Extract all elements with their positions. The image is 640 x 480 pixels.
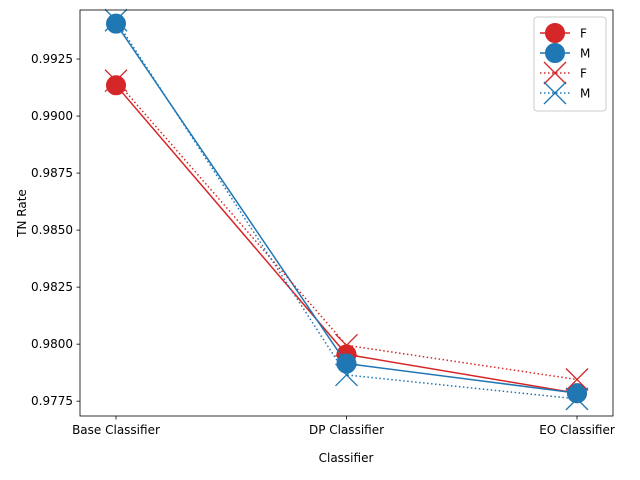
y-tick-label: 0.9850 bbox=[31, 223, 73, 237]
data-point bbox=[336, 353, 357, 374]
data-point bbox=[565, 387, 589, 411]
legend-entry: F bbox=[540, 61, 587, 85]
data-point-stroke bbox=[335, 333, 358, 357]
series-layer bbox=[104, 8, 589, 411]
y-tick-label: 0.9925 bbox=[31, 52, 73, 66]
x-axis-label: Classifier bbox=[319, 451, 374, 465]
x-tick-label: EO Classifier bbox=[539, 423, 615, 437]
data-point-stroke bbox=[335, 363, 358, 387]
legend-marker-stroke bbox=[543, 61, 567, 85]
data-point bbox=[104, 8, 128, 32]
legend-label: F bbox=[580, 27, 587, 41]
y-tick-label: 0.9775 bbox=[31, 394, 73, 408]
data-point bbox=[335, 363, 358, 387]
data-point-stroke bbox=[104, 8, 128, 32]
x-tick-label: Base Classifier bbox=[72, 423, 160, 437]
y-tick-label: 0.9875 bbox=[31, 166, 73, 180]
series-f-dotted bbox=[104, 69, 589, 391]
y-axis-label: TN Rate bbox=[15, 189, 29, 238]
data-point bbox=[106, 75, 126, 96]
legend-label: F bbox=[580, 67, 587, 81]
series-line bbox=[115, 19, 578, 400]
legend-frame bbox=[533, 16, 607, 112]
data-point-stroke bbox=[565, 368, 589, 391]
data-point bbox=[335, 333, 358, 357]
legend-label: M bbox=[580, 47, 590, 61]
data-point bbox=[104, 69, 128, 93]
series-line bbox=[115, 80, 578, 381]
x-tick-label: DP Classifier bbox=[309, 423, 384, 437]
series-m-solid bbox=[106, 13, 587, 404]
series-m-dotted bbox=[104, 8, 589, 411]
legend-label: M bbox=[580, 87, 590, 101]
data-point-stroke bbox=[565, 387, 589, 411]
legend-marker-stroke bbox=[543, 81, 567, 105]
ticks-layer: 0.9775 0.9800 0.9825 0.9850 0.9875 0.9900 0.99… bbox=[31, 52, 615, 437]
legend-marker bbox=[545, 23, 565, 43]
legend-entry: M bbox=[540, 81, 590, 105]
y-tick-label: 0.9800 bbox=[31, 337, 73, 351]
data-point-stroke bbox=[104, 69, 128, 93]
legend-entry: F bbox=[540, 23, 587, 43]
y-tick-label: 0.9825 bbox=[31, 280, 73, 294]
legend-marker bbox=[543, 81, 567, 105]
legend-marker bbox=[545, 43, 565, 63]
legend-entry: M bbox=[540, 43, 590, 63]
y-tick-label: 0.9900 bbox=[31, 109, 73, 123]
data-point bbox=[565, 368, 589, 391]
legend-marker bbox=[543, 61, 567, 85]
data-point bbox=[567, 383, 587, 404]
